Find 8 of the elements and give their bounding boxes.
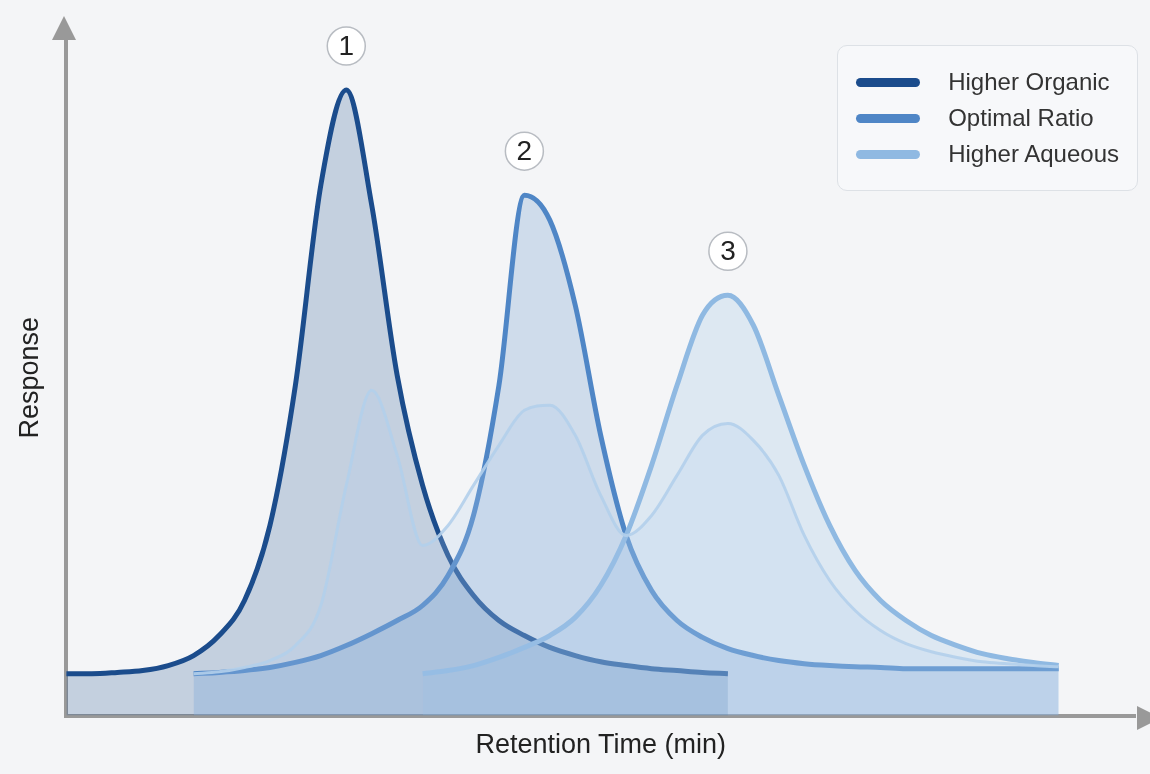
y-axis-title: Response	[13, 317, 44, 439]
annotation: 2	[516, 134, 533, 166]
legend-label: Optimal Ratio	[948, 104, 1094, 132]
text: 1	[338, 29, 355, 61]
legend-label: Higher Aqueous	[948, 140, 1119, 168]
legend-label: Higher Organic	[948, 68, 1110, 96]
annotation: 3	[720, 234, 736, 266]
x-axis-title: Retention Time (min)	[475, 729, 726, 760]
